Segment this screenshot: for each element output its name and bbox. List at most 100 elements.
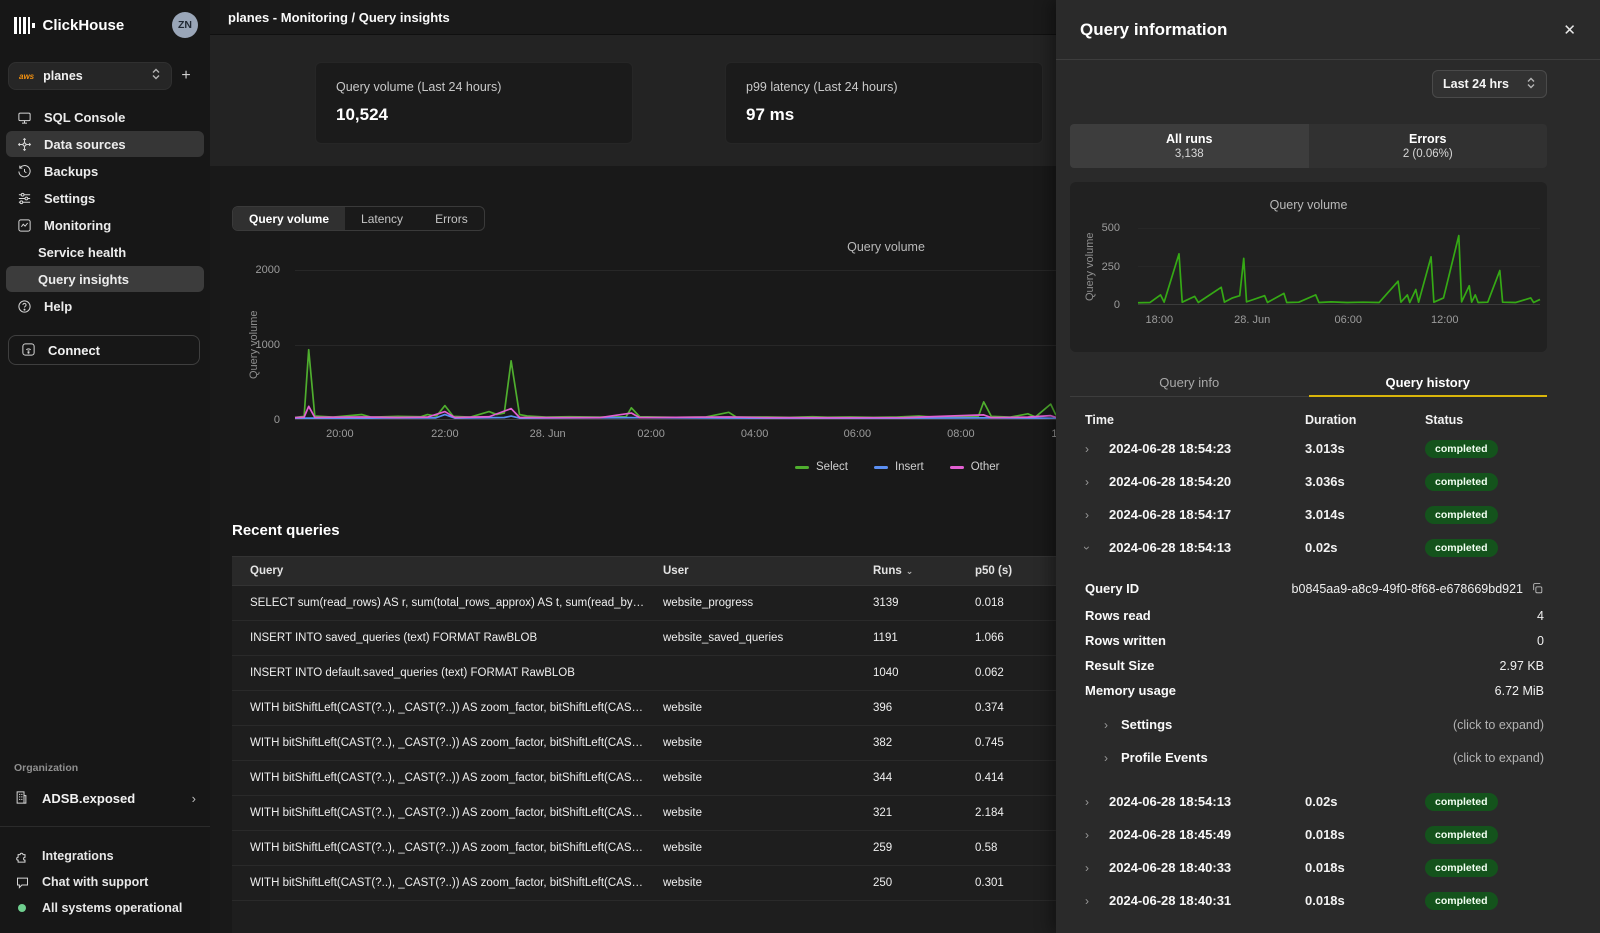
chevron-right-icon[interactable] (1085, 442, 1089, 456)
x-tick-label: 06:00 (1334, 314, 1362, 326)
chevron-updown-icon (1526, 77, 1536, 92)
sidebar-item-backups[interactable]: Backups (6, 158, 204, 184)
runs-errors-segments: All runs 3,138 Errors 2 (0.06%) (1070, 124, 1547, 168)
time-range-selector[interactable]: Last 24 hrs (1432, 70, 1547, 98)
segment-errors[interactable]: Errors 2 (0.06%) (1308, 124, 1547, 168)
tab-query-volume[interactable]: Query volume (233, 207, 346, 230)
organization-label: Organization (14, 762, 79, 774)
sort-desc-icon: ⌄ (905, 566, 914, 576)
column-header-p50[interactable]: p50 (s) (975, 565, 1013, 577)
sidebar-item-chat-support[interactable]: Chat with support (0, 869, 210, 895)
copy-icon[interactable] (1531, 582, 1544, 595)
legend-item-other[interactable]: Other (949, 461, 1000, 473)
chevron-right-icon[interactable] (1085, 475, 1089, 489)
chevron-right-icon: › (191, 790, 196, 806)
table-row[interactable]: INSERT INTO default.saved_queries (text)… (232, 656, 1056, 691)
x-tick-label: 02:00 (637, 428, 665, 440)
profile-events-expander[interactable]: Profile Events (click to expand) (1070, 741, 1547, 774)
add-service-button[interactable]: + (181, 67, 191, 84)
chevron-right-icon[interactable] (1085, 861, 1089, 875)
tab-query-history[interactable]: Query history (1308, 368, 1548, 397)
organization-selector[interactable]: ADSB.exposed › (0, 786, 210, 810)
cell-runs: 344 (873, 772, 893, 784)
divider (0, 826, 210, 827)
tab-query-info[interactable]: Query info (1159, 374, 1220, 390)
column-header-query[interactable]: Query (250, 565, 284, 577)
close-icon[interactable]: ✕ (1563, 21, 1576, 39)
chevron-right-icon[interactable] (1085, 894, 1089, 908)
cell-runs: 382 (873, 737, 893, 749)
data-sources-icon (16, 136, 32, 152)
y-axis: 0 250 500 (1088, 222, 1128, 311)
sidebar-item-service-health[interactable]: Service health (38, 244, 127, 260)
cell-user: website (663, 702, 702, 714)
table-row[interactable]: WITH bitShiftLeft(CAST(?..), _CAST(?..))… (232, 761, 1056, 796)
tab-errors[interactable]: Errors (435, 211, 468, 226)
table-row[interactable]: WITH bitShiftLeft(CAST(?..), _CAST(?..))… (232, 831, 1056, 866)
sidebar-item-settings[interactable]: Settings (6, 185, 204, 211)
chevron-down-icon[interactable] (1080, 546, 1094, 550)
cell-p50: 0.414 (975, 772, 1004, 784)
chart-plot-area[interactable] (295, 270, 1056, 420)
history-row-expanded[interactable]: 2024-06-28 18:54:13 0.02s completed (1070, 531, 1570, 564)
sidebar-item-monitoring[interactable]: Monitoring (6, 212, 204, 238)
status-badge: completed (1425, 858, 1498, 877)
history-row[interactable]: 2024-06-28 18:54:13 0.02s completed (1070, 785, 1570, 818)
table-row[interactable]: WITH bitShiftLeft(CAST(?..), _CAST(?..))… (232, 726, 1056, 761)
x-tick-label: 08:00 (947, 428, 975, 440)
y-tick-label: 0 (1113, 299, 1120, 311)
system-status[interactable]: All systems operational (0, 895, 210, 921)
table-row[interactable]: WITH bitShiftLeft(CAST(?..), _CAST(?..))… (232, 691, 1056, 726)
column-header-duration: Duration (1305, 413, 1357, 427)
column-header-runs[interactable]: Runs ⌄ (873, 565, 914, 577)
legend-item-insert[interactable]: Insert (873, 461, 924, 473)
stat-card-p99-latency: p99 latency (Last 24 hours) 97 ms (725, 62, 1043, 144)
cell-query: WITH bitShiftLeft(CAST(?..), _CAST(?..))… (250, 877, 645, 889)
query-id-value: b0845aa9-a8c9-49f0-8f68-e678669bd921 (1291, 581, 1523, 596)
chart-plot-area[interactable] (1138, 228, 1540, 305)
history-row[interactable]: 2024-06-28 18:54:23 3.013s completed (1070, 432, 1570, 465)
x-tick-label: 28. Jun (1234, 314, 1271, 326)
chevron-right-icon[interactable] (1085, 828, 1089, 842)
table-row[interactable]: SELECT sum(read_rows) AS r, sum(total_ro… (232, 586, 1056, 621)
legend-item-select[interactable]: Select (795, 461, 848, 473)
history-row[interactable]: 2024-06-28 18:45:49 0.018s completed (1070, 818, 1570, 851)
chevron-right-icon[interactable] (1085, 795, 1089, 809)
x-tick-label: 04:00 (740, 428, 769, 440)
sidebar-item-help[interactable]: Help (6, 293, 204, 319)
history-row[interactable]: 2024-06-28 18:54:17 3.014s completed (1070, 498, 1570, 531)
connect-button[interactable]: Connect (8, 335, 200, 365)
console-icon (16, 109, 32, 125)
legend-swatch (873, 465, 888, 469)
sidebar-item-query-insights[interactable]: Query insights (6, 266, 204, 292)
sidebar-item-integrations[interactable]: Integrations (0, 843, 210, 869)
sidebar-item-sql-console[interactable]: SQL Console (6, 104, 204, 130)
table-row[interactable] (232, 901, 1056, 933)
cell-user: website_saved_queries (663, 632, 784, 644)
detail-rows: Rows read 4 Rows written 0 Result Size 2… (1070, 603, 1547, 703)
gridline (1138, 266, 1540, 267)
workspace-name: planes (43, 69, 83, 83)
y-tick-label: 0 (273, 414, 280, 426)
settings-expander[interactable]: Settings (click to expand) (1070, 708, 1547, 741)
table-row[interactable]: WITH bitShiftLeft(CAST(?..), _CAST(?..))… (232, 866, 1056, 901)
cell-query: WITH bitShiftLeft(CAST(?..), _CAST(?..))… (250, 737, 645, 749)
history-row[interactable]: 2024-06-28 18:54:20 3.036s completed (1070, 465, 1570, 498)
tab-latency[interactable]: Latency (361, 211, 404, 226)
x-tick-label: 10:00 (1051, 428, 1056, 440)
workspace-selector[interactable]: aws planes (8, 62, 172, 90)
gridline (295, 344, 1056, 346)
logo-row: ClickHouse ZN (0, 0, 210, 38)
table-row[interactable]: WITH bitShiftLeft(CAST(?..), _CAST(?..))… (232, 796, 1056, 831)
column-header-user[interactable]: User (663, 565, 689, 577)
segment-all-runs[interactable]: All runs 3,138 (1070, 124, 1309, 168)
sidebar-item-data-sources[interactable]: Data sources (6, 131, 204, 157)
user-avatar[interactable]: ZN (172, 12, 198, 38)
chart-tabs: Query volume Latency Errors (232, 206, 485, 231)
history-row[interactable]: 2024-06-28 18:40:33 0.018s completed (1070, 851, 1570, 884)
table-row[interactable]: INSERT INTO saved_queries (text) FORMAT … (232, 621, 1056, 656)
history-row[interactable]: 2024-06-28 18:40:31 0.018s completed (1070, 884, 1570, 917)
chevron-right-icon[interactable] (1085, 508, 1089, 522)
legend-label: Select (816, 461, 848, 473)
cell-p50: 0.745 (975, 737, 1004, 749)
